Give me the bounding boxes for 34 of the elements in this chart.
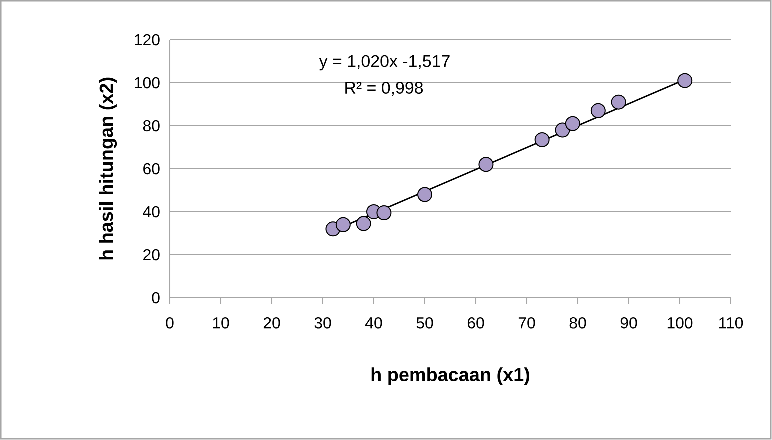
point — [678, 73, 693, 88]
annotation: y = 1,020x -1,517 — [319, 55, 450, 71]
y-tick-label: 20 — [144, 249, 160, 261]
point — [418, 187, 433, 202]
x-tick-label: 20 — [264, 318, 280, 329]
y-tick-label: 60 — [144, 163, 160, 175]
point — [336, 217, 351, 232]
x-tick-label: 100 — [668, 318, 693, 329]
x-tick-label: 40 — [366, 318, 382, 329]
x-tick-label: 80 — [570, 318, 586, 329]
x-axis-title: h pembacaan (x1) — [372, 368, 530, 386]
x-tick-label: 60 — [468, 318, 484, 329]
y-axis-title: h hasil hitungan (x2) — [99, 78, 118, 260]
x-tick-label: 110 — [720, 318, 744, 329]
x-tick-label: 90 — [620, 318, 638, 329]
point — [565, 116, 580, 132]
point — [478, 157, 494, 172]
point — [376, 206, 392, 221]
point — [611, 94, 626, 110]
point — [356, 216, 372, 232]
point — [555, 122, 570, 138]
x-tick-label: 0 — [166, 318, 174, 329]
y-tick-label: 40 — [143, 206, 160, 218]
point — [590, 103, 606, 118]
y-tick-label: 120 — [135, 34, 160, 46]
annotation: R² = 0,998 — [346, 82, 424, 96]
y-tick-label: 0 — [152, 292, 160, 304]
point — [534, 132, 550, 148]
y-tick-label: 100 — [135, 77, 160, 89]
x-tick-label: 10 — [213, 318, 230, 329]
x-tick-label: 30 — [314, 318, 332, 329]
x-tick-label: 70 — [518, 318, 536, 329]
y-tick-label: 80 — [143, 120, 160, 132]
x-tick-label: 50 — [416, 318, 434, 329]
